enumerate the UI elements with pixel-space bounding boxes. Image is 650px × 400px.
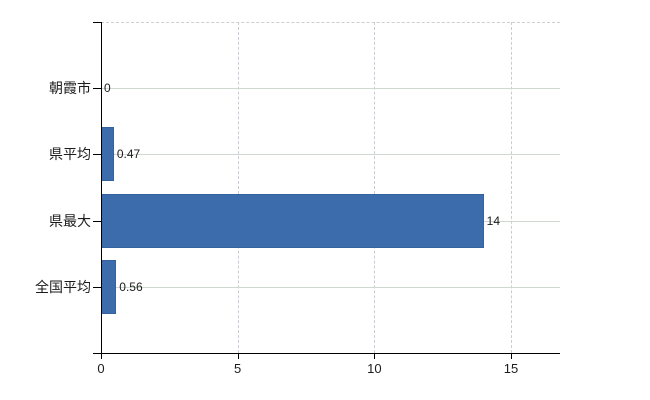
x-axis-tick [374,353,376,359]
value-label: 0.56 [119,279,143,294]
category-label: 全国平均 [35,278,91,295]
x-tick-label: 5 [234,361,242,376]
plot-top-border [101,22,560,23]
y-axis-tick [93,154,101,156]
value-label: 0 [104,81,111,96]
x-tick-label: 15 [503,361,519,376]
x-tick-label: 10 [367,361,382,376]
vertical-gridline [237,22,239,353]
y-axis-tick [93,286,101,288]
value-label: 0.47 [116,147,141,162]
x-axis [93,353,560,354]
horizontal-gridline [101,286,560,288]
x-axis-tick [237,353,239,359]
category-label: 県平均 [49,146,91,163]
value-label: 14 [486,213,501,228]
x-tick-label: 0 [97,361,105,376]
horizontal-gridline [101,154,560,156]
category-label: 朝霞市 [49,80,91,97]
y-axis-tick [93,88,101,90]
vertical-gridline [374,22,376,353]
horizontal-gridline [101,88,560,90]
y-axis [101,22,102,358]
category-label: 県最大 [49,212,91,229]
y-axis-tick [93,220,101,222]
bar-県平均 [101,127,114,182]
x-axis-tick [101,353,102,359]
vertical-gridline [511,22,512,353]
y-axis-tick [93,22,101,23]
bar-県最大 [101,193,484,248]
bar-全国平均 [101,259,117,314]
x-axis-tick [511,353,512,359]
